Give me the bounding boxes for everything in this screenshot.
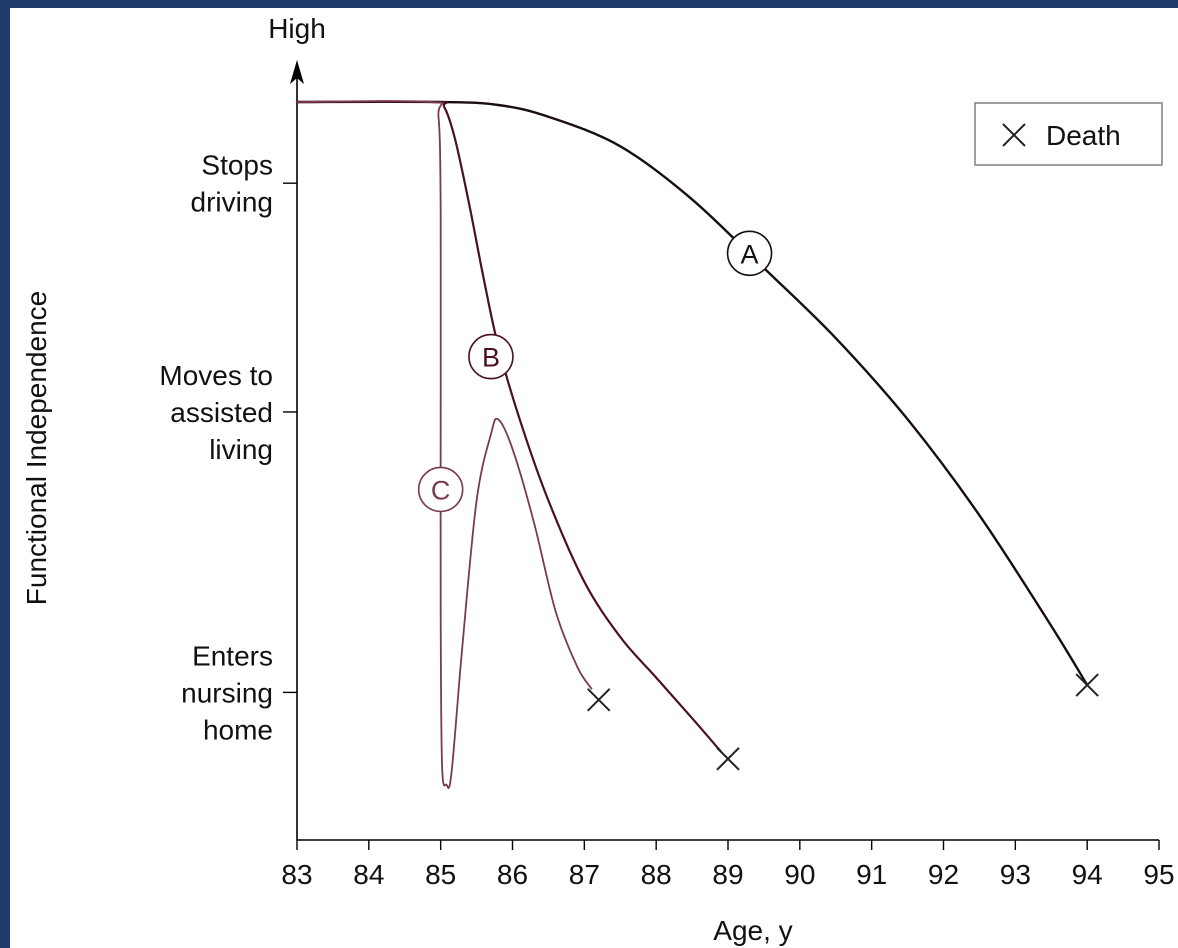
x-tick-label: 93 [1000, 859, 1031, 890]
y-tick-label: living [209, 434, 273, 465]
series-line-c [296, 99, 593, 789]
series-label-circle-b [468, 333, 514, 380]
death-x-stroke [1075, 673, 1099, 697]
functional-independence-chart: High 83 84 85 86 87 88 89 90 91 92 93 94 95 Age, y Stop… [21, 13, 1175, 946]
x-tick-label: 88 [641, 859, 672, 890]
x-axis-label: Age, y [713, 915, 792, 946]
legend-death-icon [1002, 123, 1026, 147]
x-tick-label: 83 [281, 859, 312, 890]
series-label-c: C [431, 475, 451, 505]
x-tick-label: 86 [497, 859, 528, 890]
death-marker-c [586, 688, 611, 712]
x-tick-label: 87 [569, 859, 600, 890]
y-axis-top-label: High [268, 13, 326, 44]
x-tick-label: 84 [353, 859, 384, 890]
series-label-a: A [741, 239, 759, 269]
y-axis-label: Functional Independence [21, 291, 52, 605]
death-x-stroke [716, 747, 740, 771]
x-tick-label: 90 [784, 859, 815, 890]
y-tick-label: Moves to [159, 360, 273, 391]
x-tick-label: 94 [1072, 859, 1103, 890]
x-tick-label: 92 [928, 859, 959, 890]
death-x-stroke [586, 688, 611, 712]
series-line-b [295, 100, 722, 753]
x-tick-label: 91 [856, 859, 887, 890]
chart-figure: High 83 84 85 86 87 88 89 90 91 92 93 94 95 Age, y Stop… [10, 8, 1178, 948]
legend-label: Death [1046, 120, 1121, 151]
y-tick-label: driving [191, 187, 273, 218]
series-line-a [295, 100, 1089, 687]
y-tick-label: Enters [192, 640, 273, 671]
x-tick-label: 85 [425, 859, 456, 890]
y-tick-label: assisted [170, 397, 273, 428]
x-tick-label: 95 [1143, 859, 1174, 890]
y-tick-label: nursing [181, 677, 273, 708]
series-label-circle-c [417, 466, 464, 513]
death-marker-b [716, 747, 740, 771]
y-tick-label: Stops [201, 150, 273, 181]
y-tick-label: home [203, 714, 273, 745]
series-label-b: B [482, 343, 500, 373]
series-label-circle-a [726, 230, 773, 277]
death-marker-a [1075, 673, 1099, 697]
legend-box [974, 102, 1163, 166]
y-axis-arrow-icon [290, 60, 304, 84]
x-tick-label: 89 [712, 859, 743, 890]
